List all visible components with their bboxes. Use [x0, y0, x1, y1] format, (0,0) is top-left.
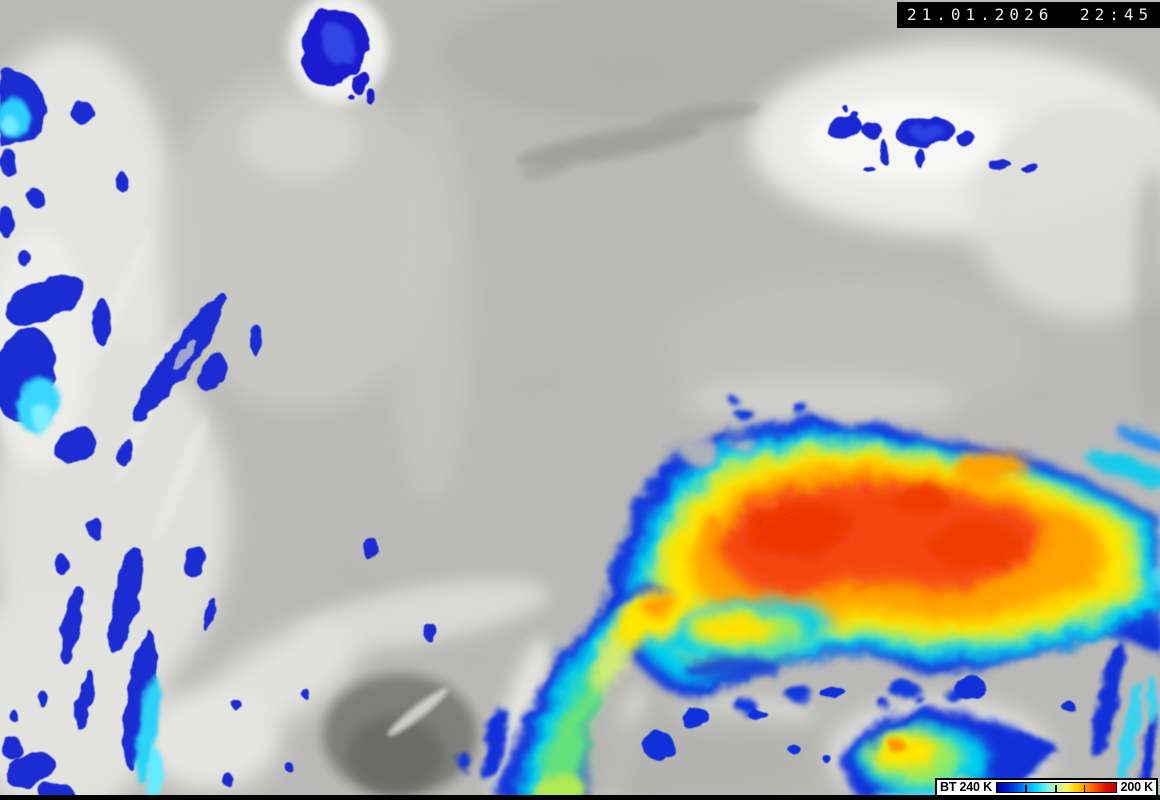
colorbar-tick — [1055, 785, 1057, 792]
colorbar-min-label: BT 240 K — [940, 780, 992, 794]
scan-edge-strip — [0, 795, 1160, 800]
colorbar-tick — [1083, 785, 1086, 792]
colorbar-legend: BT 240 K 200 K — [935, 778, 1158, 797]
colorbar-max-label: 200 K — [1120, 780, 1154, 794]
colorbar-tick — [1025, 785, 1027, 792]
timestamp-overlay: 21.01.2026 22:45 — [897, 2, 1160, 28]
colorbar-gradient — [995, 782, 1117, 793]
